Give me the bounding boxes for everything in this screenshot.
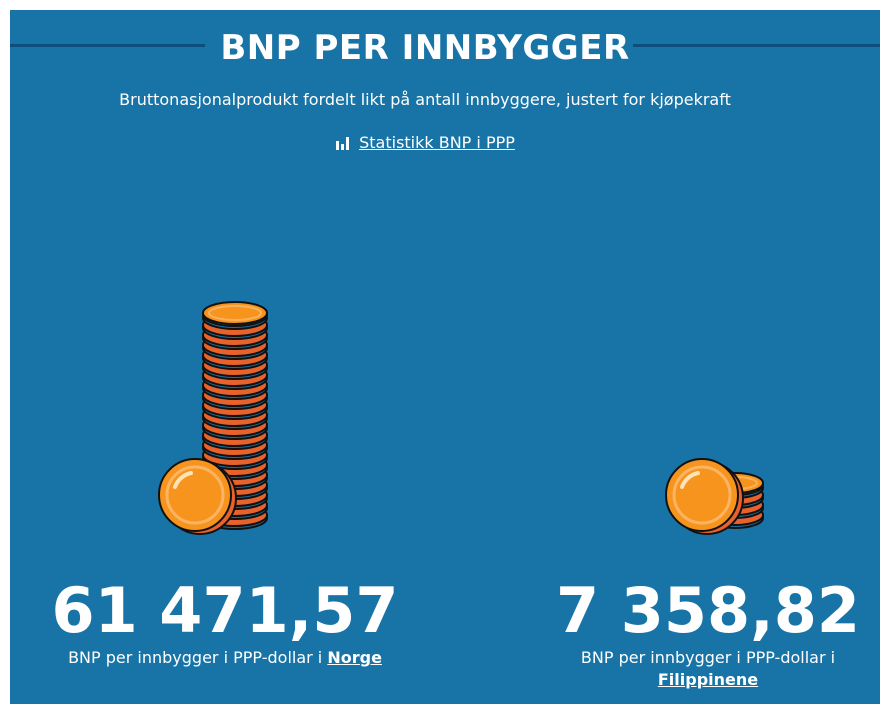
coin-face [159,459,231,531]
label: BNP per innbygger i PPP-dollar i Norge [15,647,435,669]
page: BNP PER INNBYGGER Bruttonasjonalprodukt … [0,0,880,704]
country-link[interactable]: Filippinene [658,670,758,689]
label: BNP per innbygger i PPP-dollar i Filippi… [558,647,858,691]
country-block: 61 471,57 BNP per innbygger i PPP-dollar… [15,575,435,669]
panel: BNP PER INNBYGGER Bruttonasjonalprodukt … [10,10,880,704]
value: 61 471,57 [15,575,435,647]
title: BNP PER INNBYGGER [10,28,840,68]
label-text: BNP per innbygger i PPP-dollar i [581,648,835,667]
chart-icon [335,136,351,150]
value: 7 358,82 [498,575,880,647]
country-block: 7 358,82 BNP per innbygger i PPP-dollar … [498,575,880,691]
coin-face [666,459,738,531]
subtitle: Bruttonasjonalprodukt fordelt likt på an… [10,90,840,109]
label-text: BNP per innbygger i PPP-dollar i [68,648,322,667]
link-row: Statistikk BNP i PPP [10,133,840,152]
country-link[interactable]: Norge [327,648,382,667]
coin-illustration [10,270,880,540]
stats-link[interactable]: Statistikk BNP i PPP [359,133,515,152]
